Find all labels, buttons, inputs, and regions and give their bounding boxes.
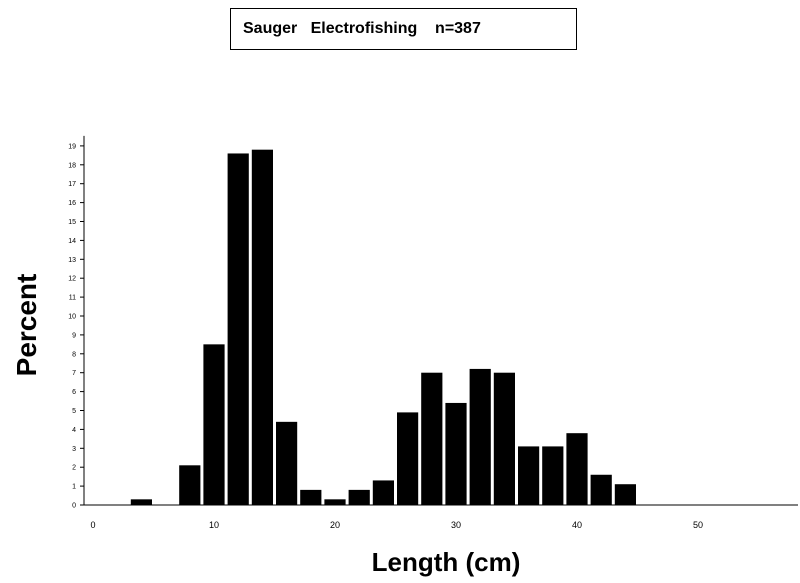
y-tick-label: 9: [72, 332, 76, 339]
x-tick-label: 10: [209, 520, 219, 530]
y-tick-label: 6: [72, 389, 76, 396]
histogram-bar: [397, 412, 419, 505]
histogram-bar: [469, 368, 491, 505]
x-tick-label: 20: [330, 520, 340, 530]
histogram-bar: [590, 474, 612, 505]
y-tick-label: 15: [68, 219, 76, 226]
y-tick-label: 16: [68, 200, 76, 207]
y-tick-label: 3: [72, 446, 76, 453]
bars-group: [130, 149, 636, 505]
y-tick-label: 1: [72, 484, 76, 491]
histogram-bar: [348, 489, 370, 505]
y-tick-label: 8: [72, 351, 76, 358]
histogram-bar: [421, 372, 443, 505]
y-tick-label: 13: [68, 257, 76, 264]
y-tick-label: 11: [69, 295, 76, 302]
y-axis-label: Percent: [11, 274, 42, 377]
histogram-bar: [542, 446, 564, 505]
histogram-bar: [614, 484, 636, 505]
histogram-bar: [251, 149, 273, 505]
histogram-bar: [227, 153, 249, 505]
x-tick-label: 30: [451, 520, 461, 530]
histogram-bar: [324, 499, 346, 505]
histogram-bar: [300, 489, 322, 505]
histogram-bar: [179, 465, 201, 505]
y-tick-label: 12: [68, 276, 76, 283]
y-tick-label: 4: [72, 427, 76, 434]
y-tick-label: 17: [68, 181, 76, 188]
histogram-bar: [445, 402, 467, 505]
histogram-bar: [130, 499, 152, 505]
y-tick-label: 10: [68, 314, 76, 321]
x-tick-label: 0: [90, 520, 95, 530]
x-tick-label: 50: [693, 520, 703, 530]
histogram-bar: [372, 480, 394, 505]
y-tick-label: 7: [72, 370, 76, 377]
y-tick-label: 18: [68, 162, 76, 169]
y-tick-label: 5: [72, 408, 76, 415]
histogram-bar: [566, 433, 588, 505]
chart-title: Sauger Electrofishing n=387: [230, 8, 577, 50]
histogram-bar: [493, 372, 515, 505]
y-tick-label: 19: [68, 143, 76, 150]
x-tick-label: 40: [572, 520, 582, 530]
y-tick-label: 14: [68, 238, 76, 245]
y-tick-label: 2: [72, 465, 76, 472]
histogram-bar: [518, 446, 540, 505]
y-tick-label: 0: [72, 503, 76, 510]
x-axis-label: Length (cm): [372, 547, 521, 577]
x-ticks-group: 0 10 20 30 40 50: [90, 520, 703, 530]
histogram-bar: [276, 421, 298, 505]
histogram-bar: [203, 344, 225, 505]
